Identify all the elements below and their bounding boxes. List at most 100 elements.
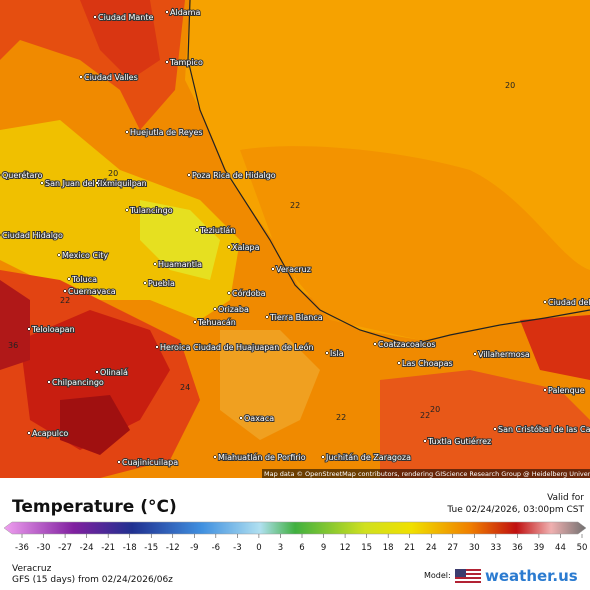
colorbar-tick-label: -15 (144, 543, 158, 553)
city-label: Tampico (169, 58, 203, 67)
city-label: Mexico City (62, 251, 108, 260)
city-label: Tierra Blanca (269, 313, 323, 322)
contour-label: 22 (336, 413, 346, 422)
city-marker (213, 455, 217, 459)
city-label: Aldama (170, 8, 200, 17)
city-marker (143, 281, 147, 285)
city-marker (493, 427, 497, 431)
city-label: Puebla (148, 279, 175, 288)
city-label: Tulancingo (129, 206, 173, 215)
city-label: Veracruz (276, 265, 311, 274)
model-label: Model: (424, 571, 451, 580)
city-label: Oaxaca (244, 414, 274, 423)
colorbar-tick-label: 0 (256, 543, 261, 553)
city-label: Palenque (548, 386, 585, 395)
city-marker (227, 245, 231, 249)
city-marker (325, 351, 329, 355)
colorbar-tick-label: -36 (15, 543, 29, 553)
city-marker (0, 173, 1, 177)
city-label: Tuxtla Gutiérrez (427, 436, 491, 446)
city-label: San Juan del Río (45, 179, 110, 188)
colorbar-tick-label: 3 (278, 543, 283, 553)
city-label: Acapulco (32, 429, 68, 438)
colorbar-tick-label: 36 (512, 543, 523, 553)
city-label: Ciudad Mante (98, 13, 153, 22)
city-label: Cuajinicuilapa (122, 458, 178, 467)
city-marker (95, 370, 99, 374)
city-label: Ciudad del Carmen (548, 298, 590, 307)
model-run: GFS (15 days) from 02/24/2026/06z (12, 575, 173, 585)
city-label: Teziutlán (199, 226, 235, 235)
city-marker (543, 300, 547, 304)
city-marker (155, 345, 159, 349)
city-marker (165, 10, 169, 14)
city-marker (193, 320, 197, 324)
attribution: Map data © OpenStreetMap contributors, r… (264, 470, 590, 478)
city-marker (473, 352, 477, 356)
city-marker (0, 233, 1, 237)
contour-label: 20 (108, 169, 118, 178)
colorbar-tick-label: 30 (469, 543, 480, 553)
contour-label: 22 (420, 411, 430, 420)
city-marker (397, 361, 401, 365)
city-marker (239, 416, 243, 420)
colorbar-tick-label: 50 (577, 543, 588, 553)
city-marker (187, 173, 191, 177)
colorbar-tick-label: -18 (123, 543, 137, 553)
city-label: Córdoba (232, 288, 266, 298)
city-marker (79, 75, 83, 79)
city-marker (125, 130, 129, 134)
city-marker (227, 291, 231, 295)
city-label: Ixmiquilpan (100, 179, 147, 188)
city-label: San Cristóbal de las Casas (498, 424, 590, 434)
contour-label: 20 (430, 405, 440, 414)
city-marker (95, 181, 99, 185)
city-label: Juchitán de Zaragoza (325, 453, 411, 462)
colorbar-tick-label: -6 (212, 543, 220, 553)
city-marker (57, 253, 61, 257)
colorbar-tick-label: 18 (383, 543, 394, 553)
city-marker (195, 228, 199, 232)
city-label: Cuernavaca (68, 287, 116, 296)
city-marker (47, 380, 51, 384)
city-label: Poza Rica de Hidalgo (192, 171, 276, 180)
colorbar-tick-label: -3 (233, 543, 241, 553)
city-label: Teloloapan (31, 325, 75, 334)
city-marker (373, 342, 377, 346)
colorbar-tick-label: 44 (555, 543, 566, 553)
city-label: Tehuacán (197, 318, 236, 327)
city-marker (165, 60, 169, 64)
city-label: Las Choapas (402, 359, 453, 368)
city-label: Xalapa (232, 243, 260, 252)
contour-label: 36 (8, 341, 18, 350)
colorbar-tick-label: -12 (166, 543, 180, 553)
city-label: Miahuatlán de Porfirio (218, 453, 306, 462)
city-marker (125, 208, 129, 212)
city-label: Ciudad Hidalgo (2, 231, 63, 240)
title: Temperature (°C) (12, 497, 177, 517)
city-marker (321, 455, 325, 459)
city-marker (27, 327, 31, 331)
city-marker (40, 181, 44, 185)
contour-label: 20 (505, 81, 515, 90)
colorbar-tick-label: 39 (534, 543, 545, 553)
valid-label: Valid for (547, 493, 584, 503)
city-marker (271, 267, 275, 271)
brand: weather.us (485, 567, 578, 585)
colorbar-tick-label: -24 (80, 543, 94, 553)
city-label: Huamantla (158, 260, 202, 269)
region: Veracruz (12, 564, 52, 574)
colorbar-tick-label: 27 (447, 543, 458, 553)
flag (455, 569, 481, 583)
city-label: Isla (330, 349, 344, 358)
colorbar-tick-label: 6 (299, 543, 304, 553)
city-label: Villahermosa (478, 350, 530, 359)
city-label: Huejutla de Reyes (130, 128, 203, 137)
city-label: Olinalá (100, 368, 128, 377)
city-label: Orizaba (218, 305, 249, 314)
city-marker (27, 431, 31, 435)
city-marker (67, 277, 71, 281)
colorbar-tick-label: 21 (404, 543, 415, 553)
contour-label: 22 (290, 201, 300, 210)
